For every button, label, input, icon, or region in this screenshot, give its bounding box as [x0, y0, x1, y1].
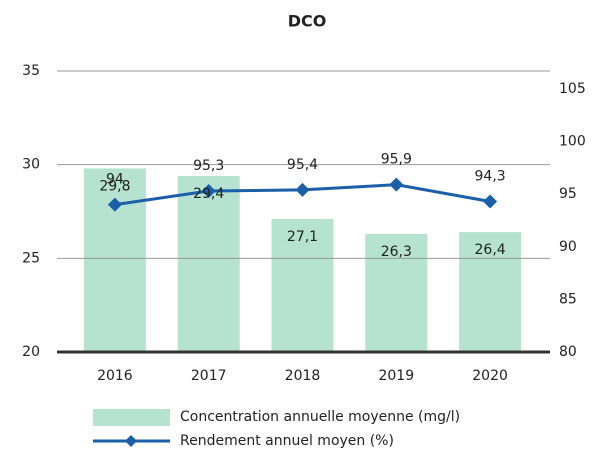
legend-marker — [125, 435, 137, 447]
marker — [389, 177, 404, 192]
bar-value-label: 29,8 — [99, 178, 130, 194]
line-value-label: 95,3 — [193, 158, 224, 174]
bar — [271, 218, 334, 352]
marker — [107, 197, 122, 212]
legend-swatch — [93, 409, 170, 426]
line-value-label: 94 — [106, 172, 124, 188]
y2-tick-label: 105 — [559, 81, 586, 97]
y2-tick-label: 95 — [559, 186, 577, 202]
y2-tick-label: 100 — [559, 134, 586, 150]
bar-value-label: 26,4 — [475, 242, 506, 258]
y-tick-label: 35 — [22, 63, 40, 79]
y2-tick-label: 90 — [559, 239, 577, 255]
legend-label: Rendement annuel moyen (%) — [180, 433, 394, 449]
bar — [459, 232, 522, 352]
bar-value-label: 27,1 — [287, 229, 318, 245]
y-tick-label: 20 — [22, 344, 40, 360]
line-value-label: 95,4 — [287, 157, 318, 173]
x-tick-label: 2020 — [472, 368, 508, 384]
chart-title: DCO — [288, 12, 327, 31]
y-tick-label: 25 — [22, 250, 40, 266]
legend-label: Concentration annuelle moyenne (mg/l) — [180, 409, 460, 425]
bar — [83, 168, 146, 352]
bar — [177, 175, 240, 352]
marker — [295, 182, 310, 197]
y2-tick-label: 80 — [559, 344, 577, 360]
x-tick-label: 2016 — [97, 368, 133, 384]
x-tick-label: 2018 — [285, 368, 321, 384]
y-tick-label: 30 — [22, 157, 40, 173]
x-tick-label: 2017 — [191, 368, 227, 384]
y2-tick-label: 85 — [559, 291, 577, 307]
bar — [365, 233, 428, 352]
bar-value-label: 26,3 — [381, 244, 412, 260]
line-value-label: 95,9 — [381, 152, 412, 168]
line-value-label: 94,3 — [475, 169, 506, 185]
x-tick-label: 2019 — [378, 368, 414, 384]
bar-value-label: 29,4 — [193, 186, 224, 202]
marker — [201, 183, 216, 198]
marker — [483, 194, 498, 209]
